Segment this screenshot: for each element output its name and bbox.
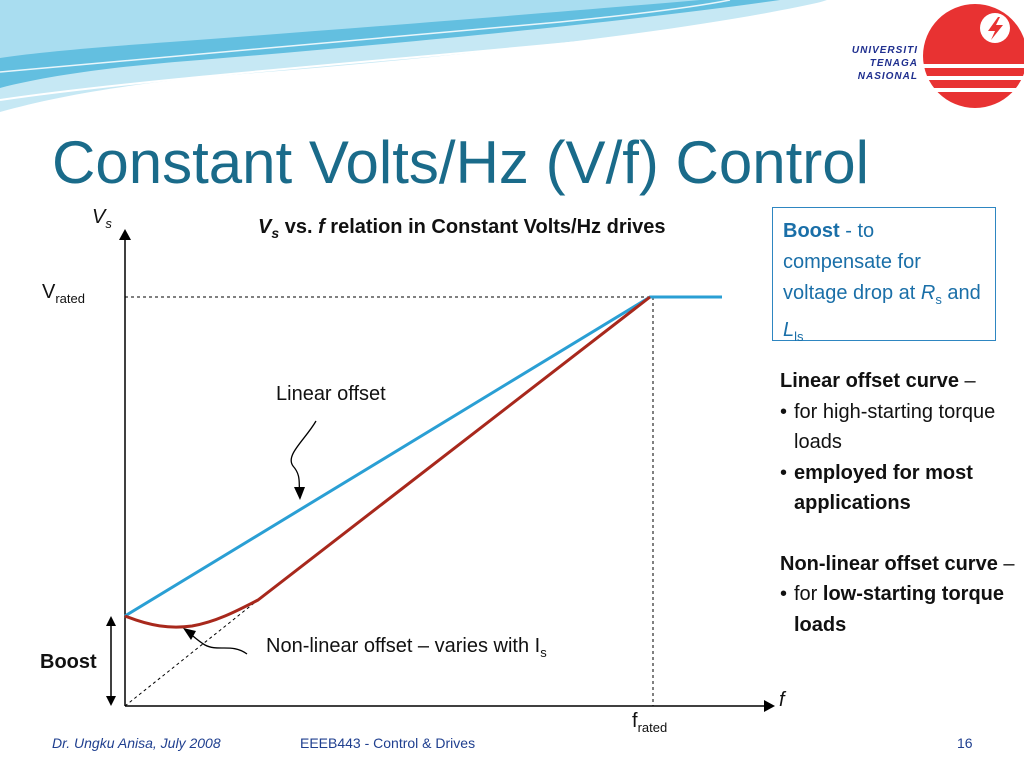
boost-arrowhead-bottom	[106, 696, 116, 706]
boost-box-l: L	[783, 319, 795, 341]
heading-var-v: V	[258, 216, 272, 238]
f-rated-label: frated	[632, 710, 668, 735]
boost-box-r: R	[920, 282, 936, 304]
nonlinear-offset-curve	[124, 295, 651, 629]
offset-notes: Linear offset curve – for high-starting …	[780, 366, 1020, 640]
x-axis-label: f	[779, 689, 785, 711]
y-axis-label: Vs	[92, 206, 112, 231]
header-wave-light	[0, 0, 700, 58]
header-wave-line-2	[0, 0, 731, 73]
diagram-heading: Vs vs. f relation in Constant Volts/Hz d…	[258, 216, 666, 241]
boost-arrowhead-top	[106, 616, 116, 626]
linear-offset-curve-heading: Linear offset curve –	[780, 370, 976, 392]
boost-box-title: Boost	[783, 220, 840, 242]
x-axis-arrowhead	[764, 700, 775, 712]
logo-circle-stripes	[923, 64, 1024, 92]
header-wave-line	[0, 0, 831, 101]
zero-boost-dashed-line	[124, 599, 259, 707]
university-logo-text: UNIVERSITI TENAGA NASIONAL	[790, 44, 918, 83]
linear-offset-label: Linear offset	[276, 383, 386, 405]
nonlinear-offset-callout-arrowhead	[183, 628, 196, 640]
linear-offset-callout-arrow	[290, 420, 317, 494]
boost-box-l-sub: ls	[794, 329, 804, 344]
logo-line-1: UNIVERSITI	[851, 45, 918, 56]
linear-offset-curve	[124, 295, 722, 618]
logo-line-2: TENAGA	[869, 58, 918, 69]
logo-line-3: NASIONAL	[857, 71, 918, 82]
list-item: employed for most applications	[780, 458, 1020, 519]
heading-rest: relation in Constant Volts/Hz drives	[324, 216, 666, 238]
boost-box-and: and	[941, 282, 981, 304]
nonlinear-offset-label: Non-linear offset – varies with Is	[266, 635, 547, 660]
v-rated-label: Vrated	[42, 281, 85, 306]
footer-course: EEEB443 - Control & Drives	[300, 735, 476, 751]
boost-info-box: Boost - to compensate for voltage drop a…	[772, 207, 996, 344]
list-item: for low-starting torque loads	[780, 579, 1020, 640]
boost-box-r-sub: s	[935, 292, 942, 307]
footer-page-number: 16	[957, 735, 973, 751]
footer-author: Dr. Ungku Anisa, July 2008	[52, 735, 221, 751]
y-axis-arrowhead	[119, 229, 131, 240]
heading-var-v-sub: s	[271, 225, 280, 241]
slide-title: Constant Volts/Hz (V/f) Control	[52, 129, 869, 196]
boost-box-text: - to compensate for voltage drop at	[783, 220, 921, 304]
linear-offset-callout-arrowhead	[294, 487, 305, 500]
nonlinear-offset-bullets: for low-starting torque loads	[780, 579, 1020, 640]
heading-var-f: f	[318, 216, 325, 238]
boost-axis-label: Boost	[40, 651, 97, 673]
nonlinear-offset-curve-heading: Non-linear offset curve –	[780, 552, 1015, 575]
heading-vs: vs.	[279, 216, 319, 238]
list-item: for high-starting torque loads	[780, 397, 1020, 458]
lightning-bolt-icon	[988, 17, 1003, 40]
linear-offset-bullets: for high-starting torque loads employed …	[780, 397, 1020, 519]
nonlinear-offset-callout-arrow	[187, 631, 248, 655]
